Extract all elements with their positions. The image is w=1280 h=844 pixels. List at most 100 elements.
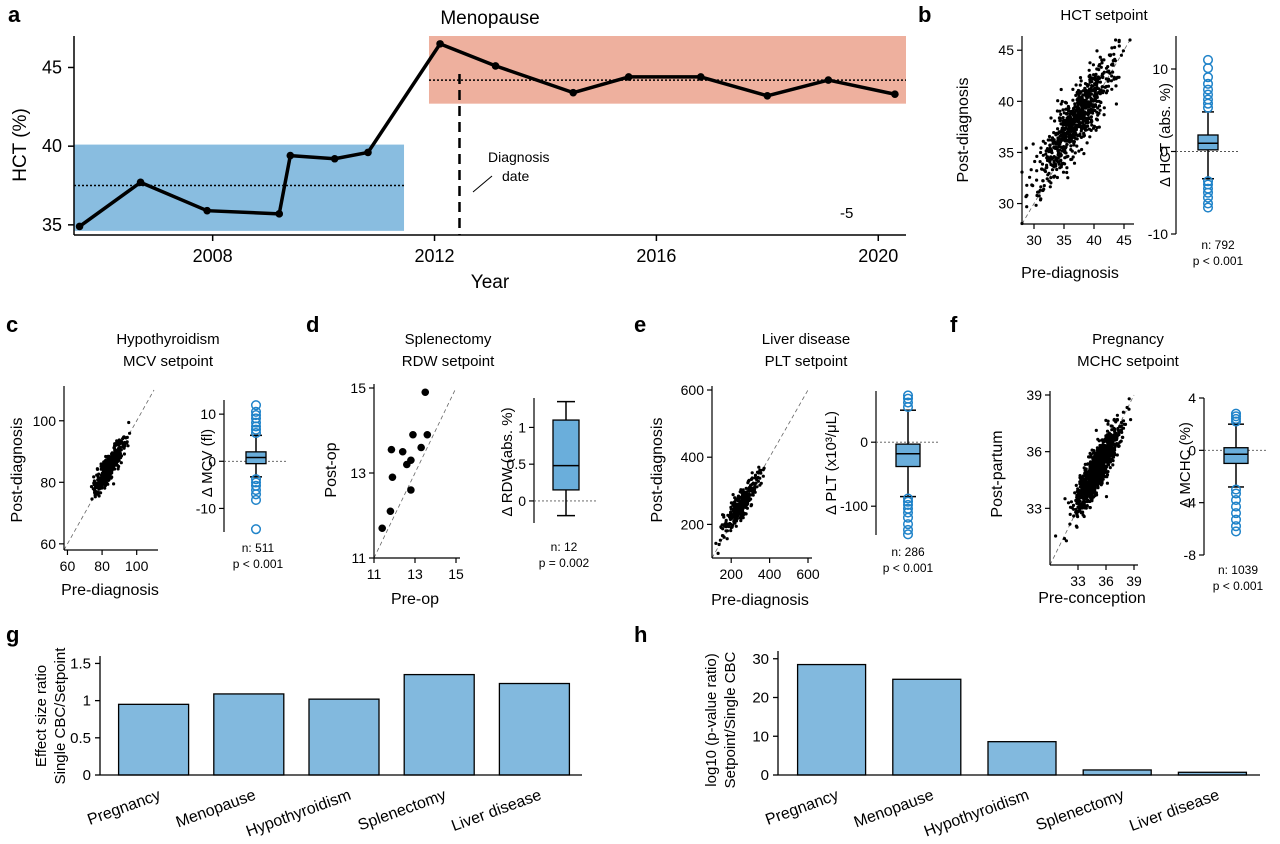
scatter-point	[1079, 79, 1083, 83]
scatter-point	[717, 542, 721, 547]
scatter-point	[1025, 193, 1029, 197]
scatter-point	[1104, 77, 1108, 81]
scatter-point	[1125, 405, 1129, 410]
scatter-point	[1084, 489, 1088, 493]
box-y-tick-label: -4	[1184, 495, 1197, 511]
scatter-point	[721, 513, 725, 517]
data-point	[136, 178, 145, 187]
y-axis-label: Post-partum	[989, 430, 1006, 517]
panel-label-d: d	[306, 312, 319, 337]
y-tick-label: 30	[998, 196, 1014, 212]
y-tick-label: 36	[1026, 444, 1042, 460]
scatter-point	[1121, 419, 1126, 423]
scatter-point	[1082, 466, 1086, 470]
box-y-tick-label: 0	[1160, 144, 1168, 160]
scatter-point	[739, 488, 743, 492]
scatter-point	[1057, 116, 1061, 120]
scatter-point	[1061, 132, 1065, 136]
scatter-point	[1044, 166, 1048, 170]
scatter-point	[1114, 38, 1118, 42]
scatter-point	[1028, 175, 1032, 179]
scatter-point	[1090, 123, 1094, 127]
bar	[403, 673, 475, 776]
scatter-point	[1061, 116, 1065, 120]
scatter-point	[1099, 445, 1103, 449]
scatter-point	[423, 430, 432, 439]
scatter-point	[1078, 76, 1083, 80]
scatter-point	[111, 464, 115, 468]
scatter-point	[1110, 46, 1114, 50]
scatter-point	[1085, 112, 1089, 116]
box-outlier	[902, 393, 914, 404]
scatter-point	[1081, 99, 1085, 103]
scatter-point	[1105, 438, 1110, 442]
scatter-point	[1083, 93, 1087, 97]
scatter-point	[94, 490, 98, 494]
stats-text: p < 0.001	[1193, 254, 1244, 268]
scatter-point	[752, 486, 756, 490]
scatter-point	[1087, 486, 1091, 490]
scatter-point	[1113, 444, 1117, 449]
scatter-point	[1088, 495, 1092, 500]
box-y-tick-label: 10	[200, 406, 216, 422]
scatter-point	[113, 467, 117, 471]
scatter-point	[121, 444, 125, 448]
scatter-point	[1062, 537, 1067, 541]
scatter-point	[1117, 444, 1121, 448]
scatter-point	[1081, 106, 1086, 110]
scatter-point	[1062, 147, 1066, 151]
y-tick-label: 0.5	[70, 730, 91, 747]
scatter-point	[1083, 86, 1087, 90]
scatter-point	[125, 440, 129, 444]
scatter-point	[1093, 103, 1098, 107]
panel-label-a: a	[8, 2, 21, 27]
box-outlier	[250, 477, 262, 488]
scatter-point	[1115, 453, 1119, 457]
data-point	[696, 73, 705, 81]
box-iqr	[1197, 134, 1219, 151]
scatter-point	[1052, 145, 1056, 149]
scatter-point	[1103, 448, 1107, 452]
scatter-point	[733, 512, 737, 516]
y-tick-label: 35	[998, 144, 1014, 160]
scatter-point	[1104, 91, 1108, 95]
x-tick-label: 400	[758, 566, 782, 582]
bar	[892, 678, 962, 776]
scatter-point	[1097, 104, 1102, 108]
scatter-point	[1085, 141, 1089, 145]
scatter-point	[95, 467, 99, 471]
scatter-point	[742, 500, 747, 504]
scatter-point	[105, 481, 109, 485]
scatter-point	[1048, 143, 1052, 147]
scatter-point	[1057, 130, 1061, 134]
scatter-point	[1081, 102, 1085, 106]
scatter-point	[1101, 472, 1105, 476]
panel-a: Diagnosis date 2008 2012 2016 2020 35 40 45 M…	[10, 8, 906, 293]
box-outlier	[1230, 484, 1242, 495]
scatter-point	[1098, 55, 1102, 59]
category-label: Hypothyroidism	[922, 787, 1031, 841]
scatter-point	[1084, 98, 1088, 103]
scatter-point	[1112, 52, 1116, 56]
scatter-point	[718, 538, 723, 542]
scatter-point	[1059, 102, 1063, 106]
scatter-point	[750, 471, 754, 475]
scatter-point	[1106, 84, 1111, 88]
box-outlier	[1202, 192, 1214, 203]
scatter-point	[1061, 108, 1065, 112]
scatter-point	[1043, 141, 1047, 145]
scatter-point	[1070, 120, 1074, 124]
scatter-point	[1059, 145, 1063, 149]
box-y-tick-label: 1	[518, 419, 526, 435]
scatter-point	[101, 464, 105, 468]
data-point	[824, 76, 833, 84]
scatter-point	[1071, 155, 1075, 159]
scatter-point	[1109, 439, 1113, 443]
scatter-point	[739, 501, 744, 505]
scatter-point	[1075, 511, 1079, 516]
scatter-point	[1065, 166, 1069, 170]
scatter-point	[1049, 176, 1053, 180]
scatter-point	[1084, 121, 1088, 125]
